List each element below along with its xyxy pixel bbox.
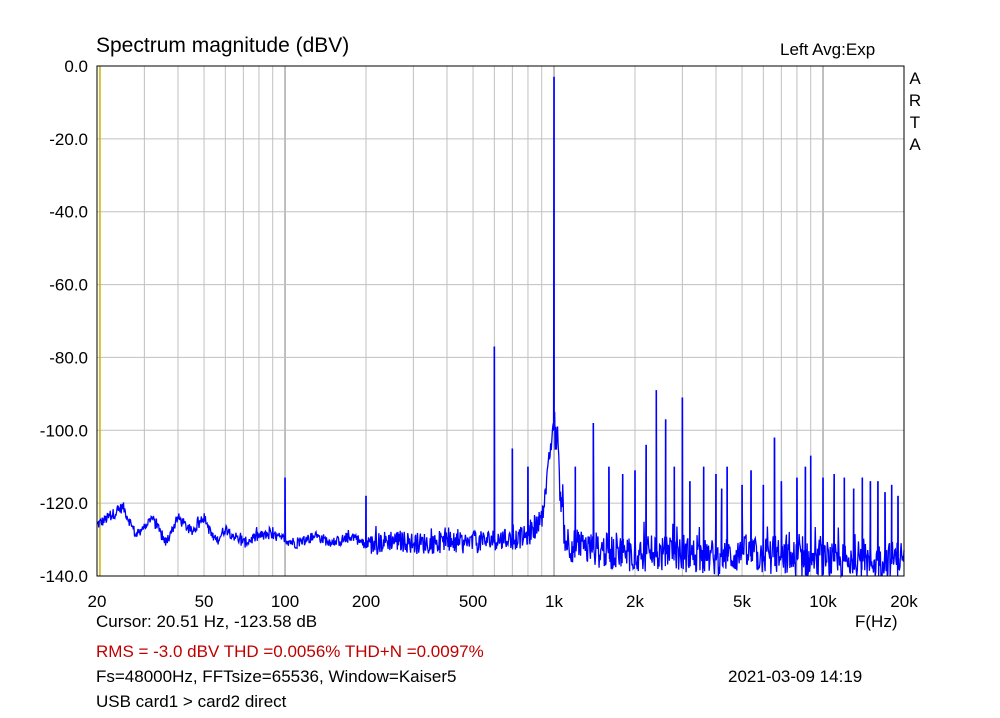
y-tick-label: -20.0 <box>49 130 88 149</box>
brand-letter: A <box>909 135 921 154</box>
spectrum-trace <box>96 76 905 579</box>
y-tick-label: -40.0 <box>49 203 88 222</box>
fft-settings: Fs=48000Hz, FFTsize=65536, Window=Kaiser… <box>96 667 457 686</box>
plot-frame <box>96 65 905 577</box>
x-tick-label: 10k <box>809 592 837 611</box>
device-label: USB card1 > card2 direct <box>96 692 287 711</box>
channel-label: Left Avg:Exp <box>780 40 876 59</box>
x-tick-label: 1k <box>545 592 563 611</box>
brand-letter: A <box>909 69 921 88</box>
x-tick-label: 100 <box>271 592 299 611</box>
timestamp: 2021-03-09 14:19 <box>728 667 863 686</box>
y-tick-label: -120.0 <box>40 494 88 513</box>
cursor-readout: Cursor: 20.51 Hz, -123.58 dB <box>96 612 318 631</box>
y-tick-label: -100.0 <box>40 421 88 440</box>
chart-title: Spectrum magnitude (dBV) <box>96 34 350 57</box>
y-tick-label: 0.0 <box>64 57 88 76</box>
y-tick-label: -140.0 <box>40 567 88 586</box>
trace-layer <box>96 76 905 579</box>
brand-letter: T <box>909 113 921 132</box>
y-tick-label: -80.0 <box>49 348 88 367</box>
x-tick-label: 20 <box>88 592 107 611</box>
y-tick-label: -60.0 <box>49 276 88 295</box>
y-tick-labels: 0.0 -20.0 -40.0 -60.0 -80.0 -100.0 -120.0 -140.… <box>40 57 88 586</box>
x-tick-label: 5k <box>733 592 751 611</box>
x-tick-label: 20k <box>890 592 918 611</box>
x-tick-label: 200 <box>352 592 380 611</box>
x-tick-label: 500 <box>459 592 487 611</box>
x-axis-unit: F(Hz) <box>855 612 898 631</box>
x-tick-labels: 20 50 100 200 500 1k 2k 5k 10k 20k <box>88 592 919 611</box>
measurement-stats: RMS = -3.0 dBV THD =0.0056% THD+N =0.009… <box>96 642 484 661</box>
brand-letter: R <box>908 91 922 110</box>
grid-lines <box>97 66 904 576</box>
x-tick-label: 2k <box>626 592 644 611</box>
x-tick-label: 50 <box>195 592 214 611</box>
brand-watermark: A R T A <box>906 68 924 156</box>
